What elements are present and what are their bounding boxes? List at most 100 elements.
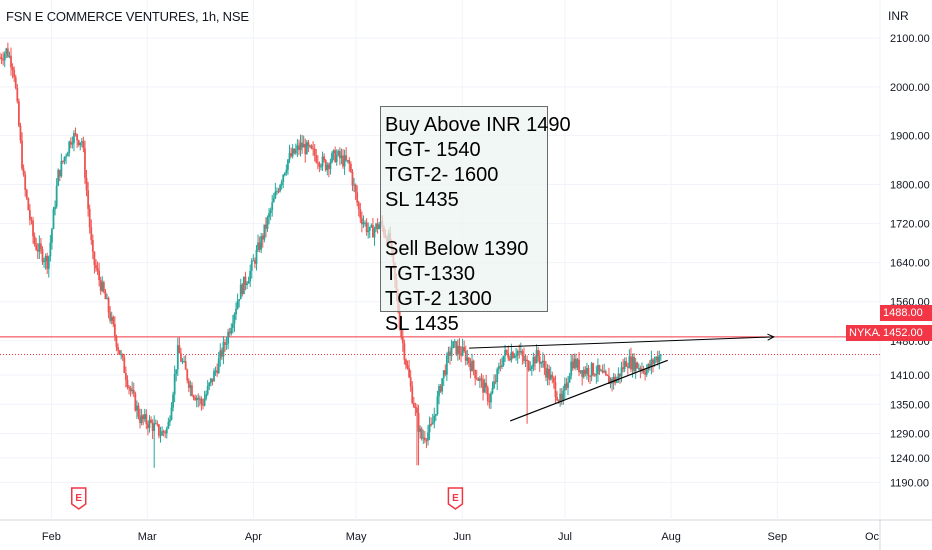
candle-body xyxy=(158,424,160,436)
candle-body xyxy=(430,424,433,426)
candle-body xyxy=(595,373,598,376)
candle-body xyxy=(486,387,489,402)
y-tick-label: 2000.00 xyxy=(890,82,930,94)
candle-body xyxy=(439,385,442,392)
candle-body xyxy=(574,358,577,368)
y-tick-label: 2100.00 xyxy=(890,33,930,45)
candle-body xyxy=(420,428,423,439)
candle-body xyxy=(321,156,324,167)
candle-body xyxy=(601,370,604,373)
candle-body xyxy=(91,239,94,252)
candle-body xyxy=(301,142,304,148)
annotation-line: Buy Above INR 1490 xyxy=(385,114,571,136)
candle-body xyxy=(327,164,330,169)
x-tick-label: Feb xyxy=(42,531,61,543)
candle-body xyxy=(310,145,313,149)
candle-body xyxy=(291,148,294,157)
candle-body xyxy=(600,370,602,372)
candle-body xyxy=(17,101,20,126)
candle-body xyxy=(32,220,34,237)
candle-body xyxy=(411,386,414,403)
candle-body xyxy=(36,249,39,252)
candle-body xyxy=(524,359,527,361)
candle-body xyxy=(494,381,497,383)
candle-body xyxy=(145,414,148,425)
candle-body xyxy=(549,374,552,380)
candle-body xyxy=(519,351,522,353)
candle-body xyxy=(19,125,22,141)
candle-body xyxy=(279,185,281,192)
candle-body xyxy=(211,378,214,382)
candle-body xyxy=(619,373,621,377)
candle-body xyxy=(224,342,226,345)
candle-body xyxy=(560,393,563,400)
candle-body xyxy=(357,202,360,210)
candle-body xyxy=(408,368,411,378)
candle-body xyxy=(406,365,409,369)
candle-body xyxy=(312,148,315,150)
candle-body xyxy=(348,160,351,165)
x-tick-label: Sep xyxy=(767,531,787,543)
candle-body xyxy=(109,312,112,321)
candle-body xyxy=(38,243,41,252)
candle-body xyxy=(417,412,420,432)
candle-body xyxy=(463,347,466,351)
candle-body xyxy=(183,361,185,363)
candle-body xyxy=(354,184,357,193)
candle-body xyxy=(181,361,184,363)
candle-body xyxy=(433,415,436,423)
trade-annotation-box[interactable]: Buy Above INR 1490 TGT- 1540 TGT-2- 1600… xyxy=(380,106,571,335)
candle-body xyxy=(477,378,480,381)
candle-body xyxy=(54,206,56,210)
candle-body xyxy=(69,141,72,145)
candle-body xyxy=(581,370,584,377)
candle-body xyxy=(516,351,519,356)
annotation-line: TGT-2 1300 xyxy=(385,288,492,310)
candle-body xyxy=(493,381,495,388)
candle-body xyxy=(659,354,662,356)
candle-body xyxy=(373,229,376,238)
candle-body xyxy=(2,59,5,61)
candle-body xyxy=(216,370,219,374)
candle-body xyxy=(3,53,6,61)
candle-body xyxy=(161,431,163,436)
candle-body xyxy=(552,377,555,383)
candle-body xyxy=(219,350,222,359)
candle-body xyxy=(460,353,462,356)
candle-body xyxy=(469,363,472,372)
candle-body xyxy=(265,224,267,229)
candle-body xyxy=(499,366,502,368)
candle-body xyxy=(401,336,404,344)
x-tick-label: Aug xyxy=(661,531,681,543)
candle-body xyxy=(398,311,401,329)
candle-body xyxy=(603,371,606,373)
candle-body xyxy=(611,378,613,384)
candle-body xyxy=(14,77,17,89)
candle-body xyxy=(488,401,491,403)
candle-body xyxy=(165,428,168,434)
candle-body xyxy=(25,189,28,199)
candle-body xyxy=(98,270,101,281)
candle-body xyxy=(274,191,277,199)
candle-body xyxy=(578,359,580,373)
candle-body xyxy=(653,359,656,364)
candle-body xyxy=(403,343,406,360)
candle-body xyxy=(151,422,154,431)
candle-body xyxy=(320,166,322,168)
candle-body xyxy=(606,374,609,376)
annotation-line: Sell Below 1390 xyxy=(385,238,529,260)
candle-body xyxy=(28,210,31,220)
candle-body xyxy=(589,375,591,377)
candle-body xyxy=(409,377,412,387)
candle-body xyxy=(288,153,291,160)
candle-body xyxy=(345,155,348,161)
candle-body xyxy=(562,390,565,400)
candle-body xyxy=(84,148,86,178)
candle-body xyxy=(521,351,524,356)
candle-body xyxy=(169,419,171,422)
candle-body xyxy=(57,169,60,186)
y-tick-label: 1290.00 xyxy=(890,429,930,441)
candle-body xyxy=(156,423,159,425)
candle-body xyxy=(349,164,352,172)
